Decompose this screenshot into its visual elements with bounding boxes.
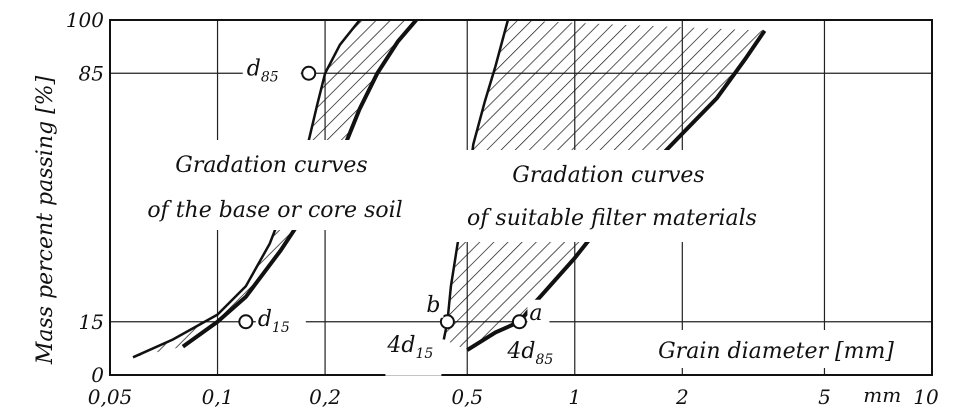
point-d85	[301, 65, 317, 81]
plot-frame	[109, 19, 933, 376]
x-tick-labels: 0,05 0,1 0,2 0,5 1 2 5 10 mm	[88, 383, 939, 409]
annotation-4d85: 4d85	[506, 339, 553, 368]
point-label-a: a	[529, 301, 542, 326]
annotation-4d15: 4d15	[386, 333, 433, 362]
filter-label-box	[440, 150, 780, 242]
point-label-b: b	[426, 293, 440, 318]
core-soil-label-box	[125, 140, 430, 230]
point-d15	[238, 314, 254, 330]
label-bg	[423, 291, 444, 318]
label-bg	[385, 327, 442, 376]
label-bg	[255, 305, 306, 336]
x-tick-label: 0,2	[309, 385, 341, 409]
x-tick-label: 10	[913, 385, 939, 409]
x-unit-label: mm	[863, 383, 901, 407]
core-soil-label: Gradation curves of the base or core soi…	[147, 153, 402, 223]
x-tick-label: 0,05	[88, 385, 133, 409]
y-tick-labels: 0 15 85 100	[66, 8, 104, 387]
x-tick-label: 0,5	[451, 385, 483, 409]
x-axis-title-box	[628, 330, 923, 368]
point-label-d15: d15	[258, 307, 290, 336]
x-tick-label: 5	[818, 385, 831, 409]
label-bg	[505, 333, 562, 366]
y-tick-label: 0	[91, 363, 104, 387]
core-soil-band-area	[133, 20, 417, 358]
x-tick-label: 1	[568, 385, 581, 409]
filter-label: Gradation curves of suitable filter mate…	[467, 163, 757, 231]
y-tick-label: 85	[79, 61, 104, 85]
y-axis-title: Mass percent passing [%]	[33, 75, 58, 365]
label-bg	[242, 51, 301, 82]
x-tick-label: 0,1	[202, 385, 234, 409]
x-tick-label: 2	[675, 385, 689, 409]
point-a	[511, 314, 527, 330]
point-label-d85: d85	[247, 56, 279, 85]
annotated-points: d85 d15 b a 4d15 4d85	[238, 51, 562, 376]
x-axis-title: Grain diameter [mm]	[658, 339, 894, 364]
plot-border	[109, 19, 933, 376]
y-tick-label: 15	[79, 310, 104, 334]
label-bg	[527, 299, 550, 326]
y-tick-label: 100	[66, 8, 104, 32]
point-b	[439, 314, 455, 330]
